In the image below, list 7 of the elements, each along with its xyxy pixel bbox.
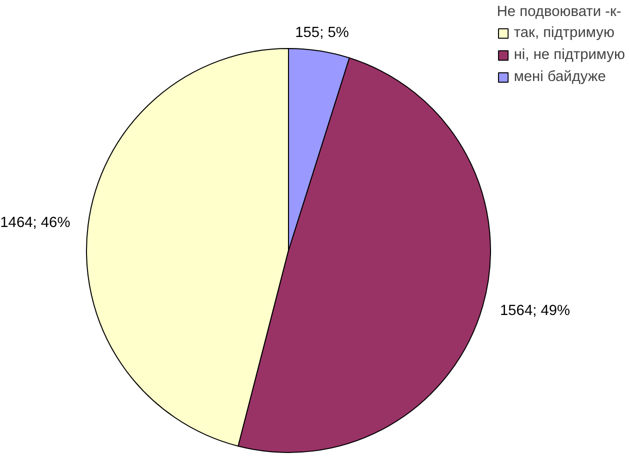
- data-label: 155; 5%: [295, 25, 349, 42]
- legend-title: Не подвоювати -к-: [496, 4, 622, 20]
- data-label: 1564; 49%: [500, 303, 570, 320]
- legend-label: мені байдуже: [514, 69, 606, 85]
- legend-label: ні, не підтримую: [514, 47, 625, 63]
- legend-label: так, підтримую: [514, 25, 614, 41]
- data-label: 1464; 46%: [0, 214, 70, 231]
